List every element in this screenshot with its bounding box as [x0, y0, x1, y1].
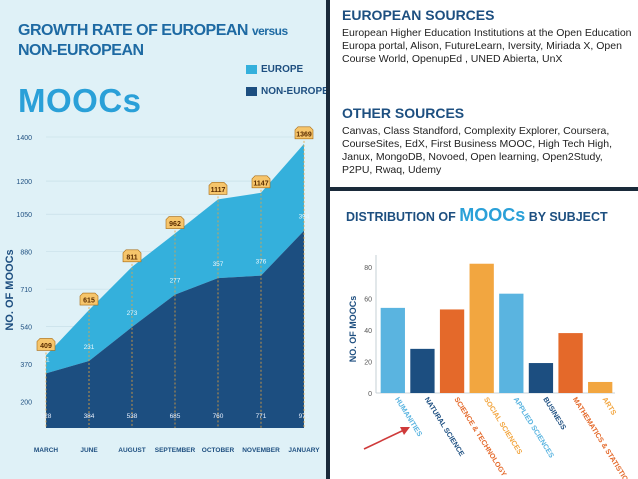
- x-tick-label: BUSINESS: [541, 395, 568, 431]
- subject-title-mid: MOOCs: [459, 205, 526, 225]
- x-tick-label: JUNE: [80, 447, 98, 454]
- total-label: 962: [169, 221, 181, 228]
- total-badge: [294, 126, 314, 140]
- subject-bar: [439, 309, 465, 393]
- y-tick-label: 20: [364, 359, 372, 366]
- x-tick-label: ARTS: [600, 395, 618, 417]
- y-tick-label: 200: [20, 400, 32, 407]
- european-sources-heading: EUROPEAN SOURCES: [342, 7, 495, 23]
- pointer-arrow-line: [363, 429, 405, 450]
- x-tick-label: MARCH: [34, 447, 58, 454]
- total-label: 615: [83, 298, 95, 305]
- growth-area-chart: 200 370 540 710 880 1050 1200 1400 NO. OF MOOCs 4…: [4, 126, 320, 454]
- y-tick-label: 540: [20, 325, 32, 332]
- subject-bar: [469, 263, 494, 393]
- total-badge: [79, 292, 99, 306]
- subject-title-post: BY SUBJECT: [528, 210, 608, 224]
- sources-panel: EUROPEAN SOURCES European Higher Educati…: [330, 0, 638, 187]
- legend-non-european-label: NON-EUROPEAN: [261, 86, 326, 97]
- legend-europe-swatch: [246, 65, 257, 74]
- y-tick-label: 370: [20, 362, 32, 369]
- subject-bar: [558, 333, 583, 393]
- y-tick-label: 880: [20, 250, 32, 257]
- subject-panel: DISTRIBUTION OF MOOCs BY SUBJECT 0 20 40 60…: [330, 191, 638, 479]
- other-sources-heading: OTHER SOURCES: [342, 105, 465, 121]
- y-axis-title: NO. OF MOOCs: [4, 249, 16, 330]
- y-tick-label: 1050: [16, 212, 32, 219]
- y-tick-label: 1200: [16, 179, 32, 186]
- x-tick-label: HUMANITIES: [393, 395, 424, 438]
- total-badge: [165, 216, 185, 229]
- total-badge: [251, 175, 271, 189]
- europe-value-label: 231: [84, 344, 95, 351]
- legend-europe-label: EUROPE: [261, 64, 304, 75]
- y-tick-label: 60: [364, 296, 372, 303]
- legend-non-european-swatch: [246, 87, 257, 96]
- growth-panel: GROWTH RATE OF EUROPEAN versus NON-EUROP…: [0, 0, 326, 479]
- x-tick-label: AUGUST: [118, 447, 145, 454]
- growth-title-big: MOOCs: [18, 82, 142, 119]
- x-tick-label: JANUARY: [288, 447, 320, 454]
- subject-chart-title: DISTRIBUTION OF MOOCs BY SUBJECT: [346, 205, 608, 226]
- non-european-value-label: 975: [299, 413, 310, 420]
- subject-bar: [588, 381, 613, 393]
- subject-bar: [528, 363, 554, 393]
- non-european-value-label: 771: [256, 413, 267, 420]
- non-european-value-label: 328: [41, 413, 52, 420]
- non-european-area: [46, 230, 304, 428]
- x-tick-label: MATHEMATICS & STATISTICS: [571, 395, 633, 479]
- y-axis-title: NO. OF MOOCs: [348, 296, 358, 363]
- x-tick-label: SCIENCE & TECHNOLOGY: [452, 395, 508, 478]
- total-badge: [208, 182, 228, 195]
- y-tick-label: 1400: [16, 135, 32, 142]
- pointer-arrow-head: [400, 427, 410, 435]
- subject-bar: [499, 293, 524, 393]
- x-tick-label: OCTOBER: [202, 447, 235, 454]
- growth-title-versus: versus: [251, 24, 288, 38]
- subject-title-pre: DISTRIBUTION OF: [346, 210, 456, 224]
- y-tick-label: 40: [364, 328, 372, 335]
- non-european-value-label: 384: [84, 413, 95, 420]
- europe-value-label: 394: [299, 214, 310, 221]
- total-badge: [36, 338, 56, 351]
- total-label: 409: [40, 343, 52, 350]
- europe-value-label: 376: [256, 259, 267, 266]
- total-label: 1117: [211, 187, 226, 194]
- european-sources-text: European Higher Education Institutions a…: [342, 27, 632, 65]
- other-sources-text: Canvas, Class Standford, Complexity Expl…: [342, 125, 612, 176]
- europe-value-label: 273: [127, 310, 138, 317]
- total-label: 1147: [253, 180, 268, 187]
- non-european-value-label: 760: [213, 413, 224, 420]
- x-tick-label: SEPTEMBER: [155, 447, 196, 454]
- y-tick-label: 0: [368, 391, 372, 398]
- subject-bar: [410, 348, 435, 393]
- growth-title-line2: NON-EUROPEAN: [18, 42, 144, 59]
- total-badge: [122, 249, 142, 263]
- europe-value-label: 277: [170, 278, 181, 285]
- growth-title-line1: GROWTH RATE OF EUROPEAN versus: [18, 22, 288, 39]
- subject-bar: [380, 307, 405, 393]
- non-european-value-label: 685: [170, 413, 181, 420]
- europe-value-label: 357: [213, 261, 224, 268]
- total-label: 811: [126, 254, 137, 261]
- y-tick-label: 80: [364, 265, 372, 272]
- x-tick-label: NOVEMBER: [242, 447, 280, 454]
- non-european-value-label: 538: [127, 413, 138, 420]
- europe-value-label: 81: [42, 356, 50, 363]
- y-tick-label: 710: [20, 287, 32, 294]
- total-label: 1369: [296, 131, 312, 138]
